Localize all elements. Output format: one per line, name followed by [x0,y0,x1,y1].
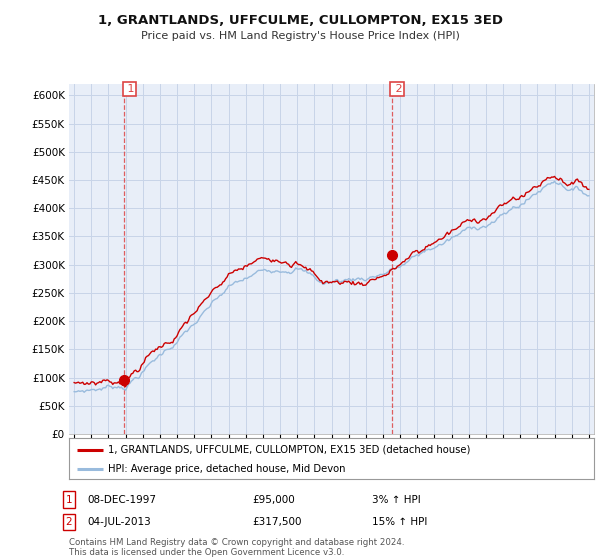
Text: 08-DEC-1997: 08-DEC-1997 [87,494,156,505]
Text: HPI: Average price, detached house, Mid Devon: HPI: Average price, detached house, Mid … [109,464,346,474]
Text: 1: 1 [124,84,135,94]
Text: 2: 2 [65,517,73,527]
Text: 3% ↑ HPI: 3% ↑ HPI [372,494,421,505]
Text: £95,000: £95,000 [252,494,295,505]
Text: 1, GRANTLANDS, UFFCULME, CULLOMPTON, EX15 3ED (detached house): 1, GRANTLANDS, UFFCULME, CULLOMPTON, EX1… [109,445,471,455]
Text: £317,500: £317,500 [252,517,302,527]
Text: 1: 1 [65,494,73,505]
Text: 04-JUL-2013: 04-JUL-2013 [87,517,151,527]
Text: Price paid vs. HM Land Registry's House Price Index (HPI): Price paid vs. HM Land Registry's House … [140,31,460,41]
Text: Contains HM Land Registry data © Crown copyright and database right 2024.
This d: Contains HM Land Registry data © Crown c… [69,538,404,557]
Text: 1, GRANTLANDS, UFFCULME, CULLOMPTON, EX15 3ED: 1, GRANTLANDS, UFFCULME, CULLOMPTON, EX1… [97,14,503,27]
Text: 15% ↑ HPI: 15% ↑ HPI [372,517,427,527]
Text: 2: 2 [392,84,402,94]
